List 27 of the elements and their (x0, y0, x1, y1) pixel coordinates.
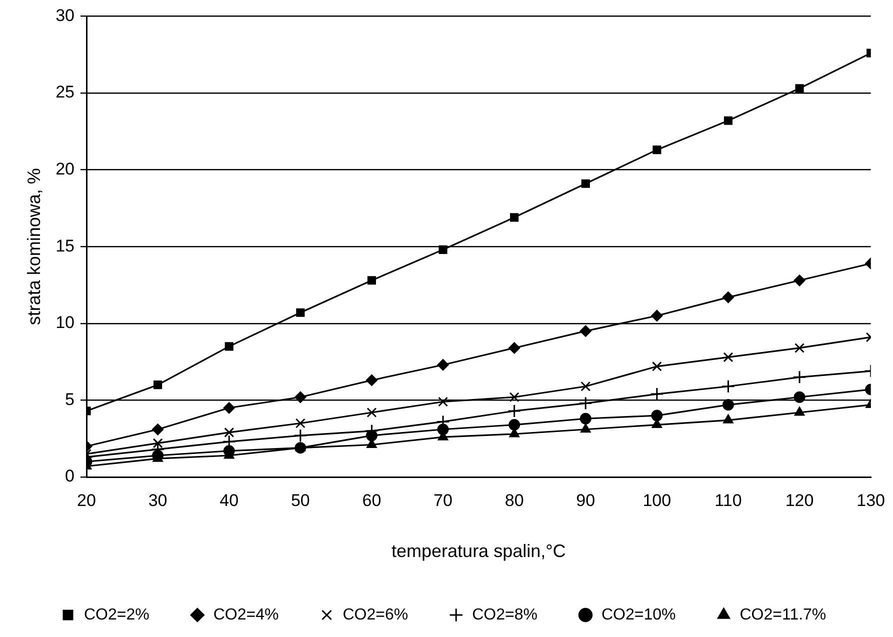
x-tick-label: 120 (785, 490, 814, 510)
y-tick-label: 20 (56, 159, 75, 178)
legend-label: CO2=8% (472, 606, 538, 624)
y-tick-label: 5 (65, 390, 75, 409)
x-tick-label: 20 (77, 490, 96, 510)
legend-label: CO2=4% (213, 606, 279, 624)
legend-label: CO2=2% (84, 606, 150, 624)
x-tick-label: 130 (856, 490, 886, 510)
x-tick-label: 60 (362, 490, 382, 510)
legend-label: CO2=10% (601, 606, 676, 624)
x-tick-label: 30 (148, 490, 168, 510)
y-axis-title: strata kominowa, % (24, 168, 44, 326)
legend-label: CO2=11.7% (740, 606, 826, 624)
y-tick-label: 0 (65, 466, 75, 486)
x-axis-title: temperatura spalin,°C (392, 541, 566, 562)
x-tick-label: 40 (220, 490, 239, 510)
y-tick-label: 30 (56, 6, 75, 25)
x-tick-label: 100 (642, 490, 672, 510)
x-tick-label: 70 (434, 490, 452, 510)
x-tick-label: 50 (290, 490, 310, 510)
y-tick-label: 25 (56, 82, 75, 102)
x-tick-label: 80 (504, 490, 524, 510)
y-tick-label: 15 (56, 236, 75, 256)
y-tick-label: 10 (56, 313, 75, 332)
legend-label: CO2=6% (342, 606, 408, 624)
x-tick-label: 110 (714, 490, 742, 510)
x-tick-label: 90 (576, 490, 596, 510)
